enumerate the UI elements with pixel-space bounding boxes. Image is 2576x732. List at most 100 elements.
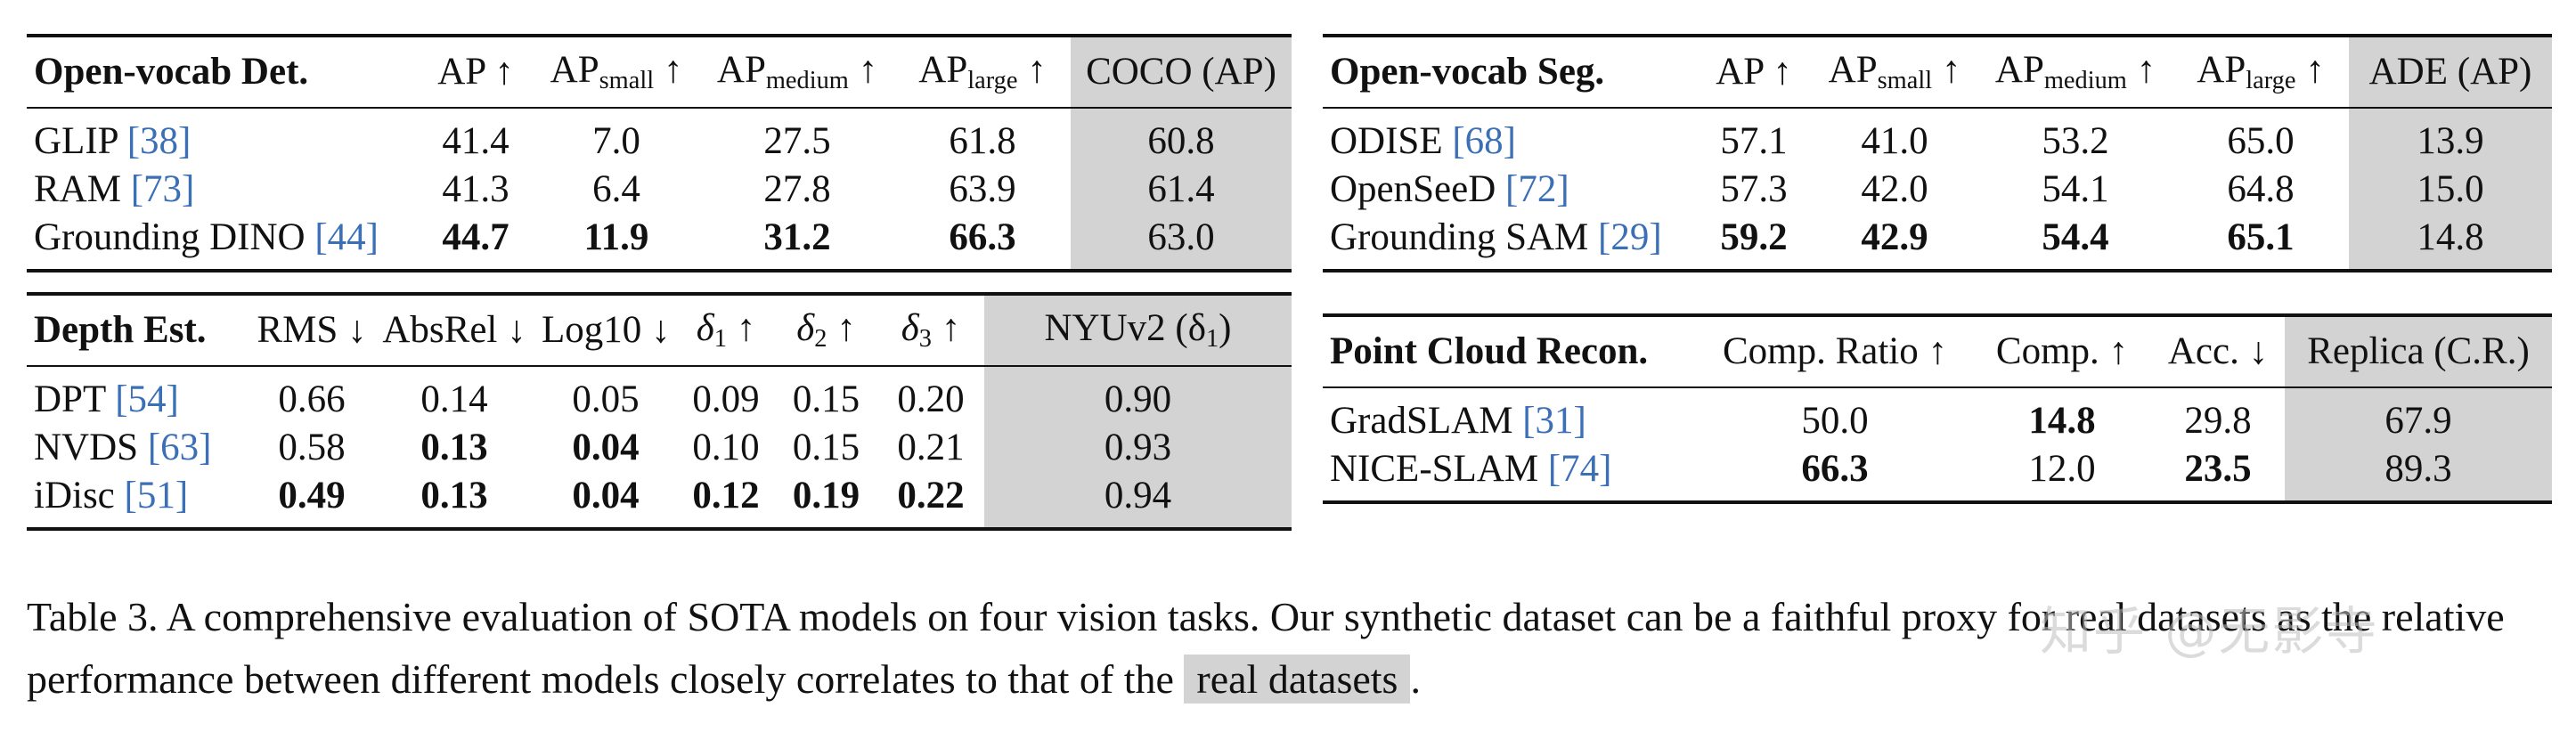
citation-link[interactable]: [29] bbox=[1598, 216, 1662, 259]
table-cell: 15.0 bbox=[2349, 166, 2552, 214]
citation-link[interactable]: [31] bbox=[1522, 400, 1586, 443]
table-cell: 0.94 bbox=[984, 472, 1292, 529]
column-header: APsmall ↑ bbox=[1828, 49, 1961, 95]
det-table-panel: Open-vocab Det. AP ↑ APsmall ↑ APmedium … bbox=[27, 34, 1292, 272]
table-cell: 41.3 bbox=[442, 168, 509, 211]
model-name: iDisc [51] bbox=[34, 475, 189, 517]
column-header: Comp. Ratio ↑ bbox=[1722, 330, 1948, 373]
table-cell: 60.8 bbox=[1071, 108, 1292, 166]
table-cell: 65.1 bbox=[2227, 216, 2295, 259]
table-cell: 31.2 bbox=[763, 216, 831, 259]
table-cell: 44.7 bbox=[442, 216, 509, 259]
citation-link[interactable]: [73] bbox=[130, 168, 195, 211]
table-cell: 0.14 bbox=[420, 378, 488, 421]
table-row: RAM [73] 41.3 6.4 27.8 63.9 61.4 bbox=[27, 166, 1292, 214]
column-header: APlarge ↑ bbox=[918, 49, 1047, 95]
column-header: Depth Est. bbox=[34, 309, 207, 352]
zhihu-watermark: 知乎 @无影寺 bbox=[2040, 601, 2379, 662]
point-cloud-recon-table: Point Cloud Recon. Comp. Ratio ↑ Comp. ↑… bbox=[1323, 313, 2552, 504]
citation-link[interactable]: [51] bbox=[124, 475, 189, 517]
table-cell: 23.5 bbox=[2184, 448, 2252, 491]
table-cell: 66.3 bbox=[949, 216, 1016, 259]
citation-link[interactable]: [63] bbox=[147, 427, 212, 469]
table-row: NICE-SLAM [74] 66.3 12.0 23.5 89.3 bbox=[1323, 445, 2552, 502]
column-header: ADE (AP) bbox=[2349, 36, 2552, 108]
table-cell: 42.9 bbox=[1861, 216, 1928, 259]
citation-link[interactable]: [38] bbox=[126, 120, 192, 163]
column-header: Replica (C.R.) bbox=[2285, 315, 2552, 387]
table-row: DPT [54] 0.66 0.14 0.05 0.09 0.15 0.20 0… bbox=[27, 366, 1292, 424]
model-name: OpenSeeD [72] bbox=[1330, 168, 1569, 211]
table-cell: 0.21 bbox=[897, 427, 965, 469]
column-header: RMS ↓ bbox=[257, 309, 367, 352]
table-cell: 0.09 bbox=[692, 378, 760, 421]
table-row: iDisc [51] 0.49 0.13 0.04 0.12 0.19 0.22… bbox=[27, 472, 1292, 529]
table-cell: 50.0 bbox=[1801, 400, 1869, 443]
table-header-row: Depth Est. RMS ↓ AbsRel ↓ Log10 ↓ δ1 ↑ δ… bbox=[27, 294, 1292, 366]
model-name: Grounding DINO [44] bbox=[34, 216, 379, 259]
table-cell: 11.9 bbox=[583, 216, 649, 259]
table-row: NVDS [63] 0.58 0.13 0.04 0.10 0.15 0.21 … bbox=[27, 424, 1292, 472]
citation-link[interactable]: [54] bbox=[115, 378, 179, 421]
table-cell: 0.20 bbox=[897, 378, 965, 421]
citation-link[interactable]: [72] bbox=[1505, 168, 1569, 211]
table-cell: 6.4 bbox=[592, 168, 640, 211]
model-name: Grounding SAM [29] bbox=[1330, 216, 1662, 259]
table-cell: 41.0 bbox=[1861, 120, 1928, 163]
table-cell: 42.0 bbox=[1861, 168, 1928, 211]
table-cell: 0.58 bbox=[278, 427, 346, 469]
table-cell: 61.4 bbox=[1071, 166, 1292, 214]
open-vocab-seg-table: Open-vocab Seg. AP ↑ APsmall ↑ APmedium … bbox=[1323, 34, 2552, 272]
table-cell: 0.04 bbox=[572, 427, 640, 469]
model-name: NVDS [63] bbox=[34, 427, 212, 469]
table-cell: 54.4 bbox=[2042, 216, 2109, 259]
citation-link[interactable]: [68] bbox=[1452, 120, 1516, 163]
table-cell: 0.10 bbox=[692, 427, 760, 469]
model-name: GLIP [38] bbox=[34, 120, 192, 163]
table-row: Grounding SAM [29] 59.2 42.9 54.4 65.1 1… bbox=[1323, 214, 2552, 271]
column-header: δ1 ↑ bbox=[696, 307, 756, 354]
table-row: GLIP [38] 41.4 7.0 27.5 61.8 60.8 bbox=[27, 108, 1292, 166]
column-header: AP ↑ bbox=[437, 51, 514, 94]
table-header-row: Open-vocab Det. AP ↑ APsmall ↑ APmedium … bbox=[27, 36, 1292, 108]
column-header: δ2 ↑ bbox=[796, 307, 856, 354]
citation-link[interactable]: [74] bbox=[1547, 448, 1612, 491]
table-cell: 53.2 bbox=[2042, 120, 2109, 163]
table-cell: 0.05 bbox=[572, 378, 640, 421]
model-name: NICE-SLAM [74] bbox=[1330, 448, 1612, 491]
table-cell: 63.9 bbox=[949, 168, 1016, 211]
model-name: RAM [73] bbox=[34, 168, 195, 211]
pc-table-panel: Point Cloud Recon. Comp. Ratio ↑ Comp. ↑… bbox=[1323, 313, 2552, 504]
column-header: Point Cloud Recon. bbox=[1330, 330, 1649, 373]
column-header: APmedium ↑ bbox=[1994, 49, 2156, 95]
model-name: ODISE [68] bbox=[1330, 120, 1516, 163]
table-header-row: Open-vocab Seg. AP ↑ APsmall ↑ APmedium … bbox=[1323, 36, 2552, 108]
column-header: APsmall ↑ bbox=[550, 49, 683, 95]
caption-highlight: real datasets bbox=[1184, 655, 1411, 704]
table-cell: 59.2 bbox=[1720, 216, 1788, 259]
table-cell: 67.9 bbox=[2285, 387, 2552, 445]
column-header: Comp. ↑ bbox=[1995, 330, 2129, 373]
table-cell: 7.0 bbox=[592, 120, 640, 163]
open-vocab-det-table: Open-vocab Det. AP ↑ APsmall ↑ APmedium … bbox=[27, 34, 1292, 272]
table-cell: 29.8 bbox=[2184, 400, 2252, 443]
table-cell: 14.8 bbox=[2349, 214, 2552, 271]
table-cell: 14.8 bbox=[2028, 400, 2096, 443]
citation-link[interactable]: [44] bbox=[314, 216, 379, 259]
table-cell: 0.04 bbox=[572, 475, 640, 517]
table-row: Grounding DINO [44] 44.7 11.9 31.2 66.3 … bbox=[27, 214, 1292, 271]
table-cell: 65.0 bbox=[2227, 120, 2295, 163]
depth-est-table: Depth Est. RMS ↓ AbsRel ↓ Log10 ↓ δ1 ↑ δ… bbox=[27, 292, 1292, 531]
table-cell: 0.93 bbox=[984, 424, 1292, 472]
table-cell: 0.12 bbox=[692, 475, 760, 517]
table-cell: 61.8 bbox=[949, 120, 1016, 163]
table-cell: 57.3 bbox=[1720, 168, 1788, 211]
table-cell: 0.90 bbox=[984, 366, 1292, 424]
depth-table-panel: Depth Est. RMS ↓ AbsRel ↓ Log10 ↓ δ1 ↑ δ… bbox=[27, 292, 1292, 531]
table-cell: 0.15 bbox=[792, 378, 860, 421]
table-cell: 0.15 bbox=[792, 427, 860, 469]
table-cell: 0.22 bbox=[897, 475, 965, 517]
table-cell: 66.3 bbox=[1801, 448, 1869, 491]
table-cell: 27.5 bbox=[763, 120, 831, 163]
table-cell: 0.19 bbox=[792, 475, 860, 517]
